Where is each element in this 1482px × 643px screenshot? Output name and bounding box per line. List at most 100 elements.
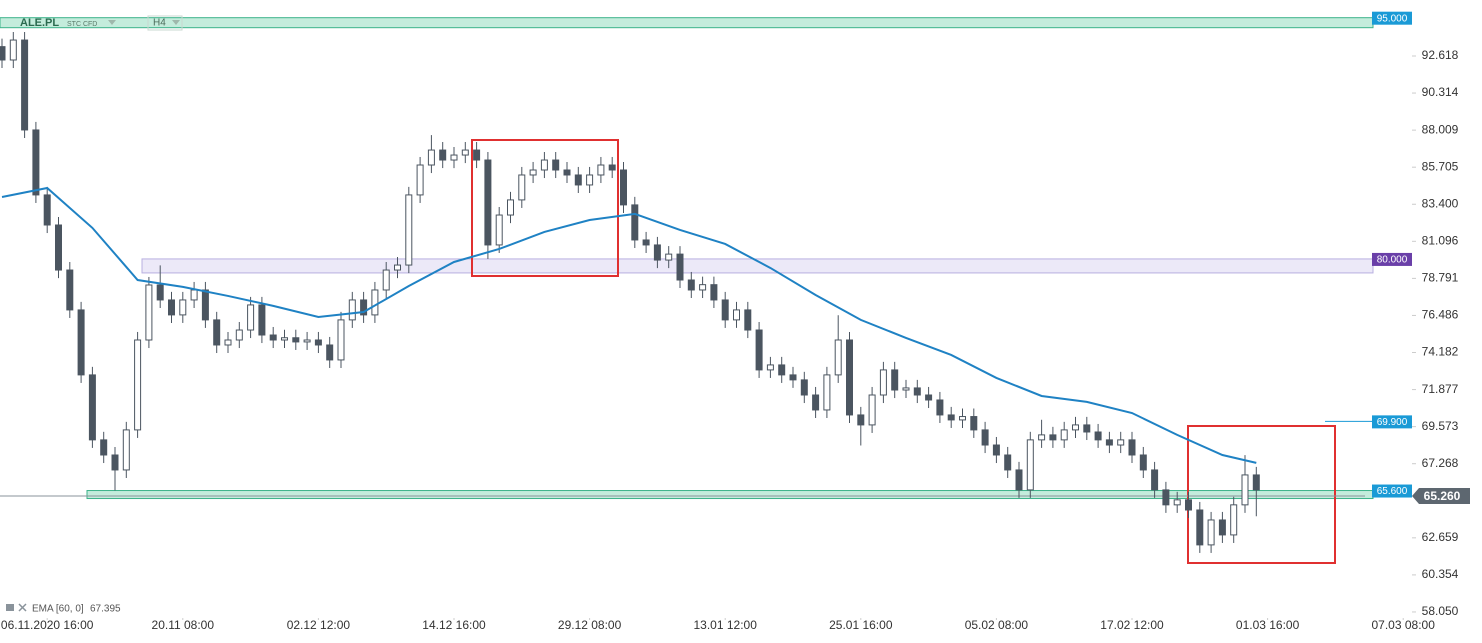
candle-body [518, 174, 526, 201]
candle-body [168, 299, 175, 316]
candle-body [111, 454, 119, 471]
candle-body [665, 253, 673, 261]
candle-body [427, 149, 435, 166]
y-tick-label: 71.877 [1422, 382, 1459, 396]
candle-body [800, 379, 808, 396]
dropdown-arrow[interactable] [108, 20, 116, 25]
candle-body [416, 164, 424, 196]
candle-body [405, 194, 413, 266]
candle-body [766, 364, 774, 371]
candle-body [439, 149, 447, 161]
candle-body [190, 289, 198, 301]
candle-body [699, 284, 707, 291]
candle-body [247, 304, 255, 331]
candle-body [902, 387, 910, 391]
candle-body [473, 149, 481, 161]
candle-body [1196, 509, 1204, 546]
candle-body [9, 39, 17, 61]
candle-body [936, 399, 944, 416]
candle-body [1060, 429, 1068, 441]
candle-body [879, 369, 887, 396]
candle-body [394, 264, 401, 271]
candle-body [303, 339, 311, 343]
candle-body [32, 129, 40, 196]
x-tick-label: 13.01 12:00 [693, 618, 757, 632]
candle-body [1117, 439, 1125, 446]
level-label-box [1372, 415, 1412, 429]
candle-body [608, 164, 616, 171]
candle-body [687, 279, 695, 291]
ema-line [1, 186, 1257, 464]
ema-name: EMA [60, 0] [32, 604, 84, 615]
last-price-box [1412, 488, 1470, 504]
y-tick-label: 76.486 [1422, 308, 1459, 322]
candle-body [55, 224, 62, 271]
candle-body [981, 429, 989, 446]
candle-body [1218, 519, 1226, 536]
ema-last: 67.395 [90, 604, 121, 615]
level-label: 80.000 [1377, 255, 1408, 266]
candle-body [586, 174, 594, 186]
candle-body [145, 284, 153, 341]
x-tick-label: 14.12 16:00 [422, 618, 486, 632]
candle-body [450, 154, 458, 161]
dropdown-arrow[interactable] [172, 20, 180, 25]
candle-body [1230, 504, 1238, 536]
y-tick-label: 60.354 [1422, 567, 1459, 581]
candle-body [812, 394, 820, 411]
candle-body [21, 39, 29, 131]
level-label: 95.000 [1377, 13, 1408, 24]
y-tick-label: 83.400 [1422, 196, 1459, 210]
y-tick-label: 92.618 [1422, 48, 1459, 62]
candle-body [495, 214, 503, 246]
y-tick-label: 69.573 [1422, 419, 1459, 433]
level-band [86, 490, 1374, 500]
candle-body [1004, 454, 1012, 471]
candle-body [1252, 474, 1260, 491]
candle-body [66, 269, 74, 311]
candle-body [201, 289, 209, 321]
candle-body [755, 329, 763, 371]
candle-body [1083, 424, 1091, 433]
candle-body [1162, 489, 1170, 506]
candle-body [744, 309, 752, 331]
candle-body [823, 374, 831, 411]
candle-body [156, 284, 164, 301]
candle-body [100, 439, 108, 456]
level-label-box [1372, 252, 1412, 266]
close-icon[interactable] [18, 603, 27, 612]
y-tick-label: 74.182 [1422, 345, 1459, 359]
candle-body [1207, 519, 1215, 546]
candle-body [959, 416, 966, 421]
candle-body [507, 199, 514, 216]
candle-body [992, 444, 1000, 456]
candle-body [1241, 474, 1249, 506]
x-tick-label: 02.12 12:00 [287, 618, 351, 632]
candle-body [0, 46, 6, 61]
x-tick-label: 07.03 08:00 [1371, 618, 1435, 632]
candle-body [789, 374, 797, 381]
timeframe-box[interactable] [147, 15, 183, 31]
candle-body [834, 339, 842, 376]
candle-body [269, 334, 277, 341]
candle-body [337, 319, 345, 361]
candle-body [913, 387, 921, 396]
candle-body [563, 169, 571, 176]
candle-body [868, 394, 876, 426]
candle-body [213, 319, 221, 346]
candle-body [88, 374, 96, 441]
candle-body [733, 309, 740, 321]
candle-body [1026, 439, 1034, 491]
candle-body [382, 269, 390, 291]
candle-body [631, 204, 639, 241]
x-tick-label: 06.11.2020 16:00 [1, 618, 94, 632]
candle-body [540, 159, 548, 171]
level-label: 69.900 [1377, 417, 1408, 428]
candle-body [235, 329, 243, 341]
y-tick-label: 81.096 [1422, 233, 1459, 247]
x-tick-label: 05.02 08:00 [965, 618, 1029, 632]
level-label-box [1372, 484, 1412, 498]
candle-body [597, 164, 605, 176]
